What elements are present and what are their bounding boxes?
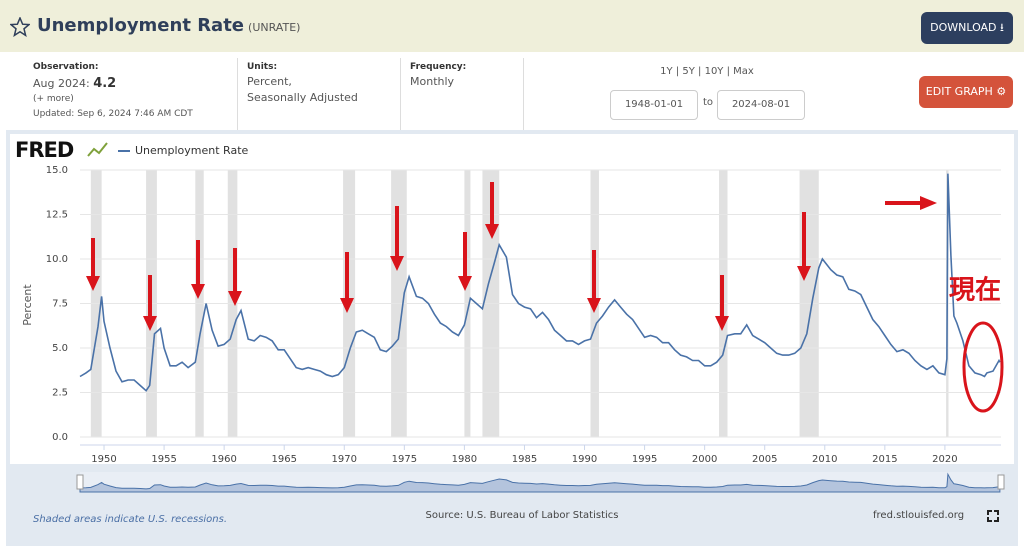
- range-options: 1Y | 5Y | 10Y | Max: [660, 66, 754, 77]
- x-tick-label: 2005: [752, 454, 777, 465]
- x-tick-label: 1995: [632, 454, 657, 465]
- arrow-head: [920, 196, 937, 210]
- y-tick-label: 2.5: [52, 388, 68, 399]
- y-tick-label: 0.0: [52, 432, 68, 443]
- fred-logo: FRED: [15, 138, 74, 162]
- x-tick-label: 1955: [151, 454, 176, 465]
- y-tick-label: 12.5: [46, 210, 68, 221]
- x-tick-label: 1970: [332, 454, 357, 465]
- divider: [523, 58, 524, 130]
- source: Source: U.S. Bureau of Labor Statistics: [426, 510, 619, 521]
- x-tick-label: 2000: [692, 454, 717, 465]
- x-tick-label: 1990: [572, 454, 597, 465]
- y-tick-label: 7.5: [52, 299, 68, 310]
- updated: Updated: Sep 6, 2024 7:46 AM CDT: [33, 109, 193, 119]
- arrows: [86, 182, 1004, 413]
- units-label: Units:: [247, 62, 278, 72]
- star-icon[interactable]: [10, 17, 30, 37]
- observation-date: Aug 2024:: [33, 77, 90, 90]
- arrow-shafts: [91, 182, 806, 318]
- navigator-handle[interactable]: [76, 474, 84, 490]
- units: Percent,: [247, 75, 292, 88]
- observation: Aug 2024: 4.2: [33, 76, 116, 91]
- x-tick-label: 1965: [271, 454, 296, 465]
- y-axis-label: Percent: [21, 284, 34, 326]
- x-tick-label: 1985: [512, 454, 537, 465]
- y-tick-label: 10.0: [46, 254, 68, 265]
- navigator-handle[interactable]: [997, 474, 1005, 490]
- divider: [237, 58, 238, 130]
- x-tick-label: 1950: [91, 454, 116, 465]
- download-label: DOWNLOAD: [930, 21, 997, 34]
- x-tick-label: 1980: [452, 454, 477, 465]
- observation-label: Observation:: [33, 62, 99, 72]
- edit-graph-label: EDIT GRAPH: [925, 85, 993, 98]
- grid-layer: 0.0 2.5 5.0 7.5 10.0 12.5 15.0 1950 1955 1960 1965…: [46, 165, 1001, 465]
- x-tick-label: 2015: [872, 454, 897, 465]
- range-option[interactable]: 1Y: [660, 66, 673, 77]
- range-option[interactable]: Max: [733, 66, 754, 77]
- annotation: 現在: [949, 276, 1001, 306]
- download-button[interactable]: DOWNLOAD ⭳: [921, 12, 1013, 44]
- to-label: to: [703, 97, 714, 108]
- circle-highlight: [962, 321, 1004, 413]
- top-bar: [0, 0, 1024, 52]
- logo-icon: [87, 142, 108, 157]
- start-date-input[interactable]: 1948-01-01: [610, 90, 698, 120]
- plot-background: [10, 134, 1014, 464]
- navigator-layer: [79, 472, 1001, 493]
- frequency-label: Frequency:: [410, 62, 467, 72]
- recession-note: Shaded areas indicate U.S. recessions.: [33, 514, 227, 525]
- navigator-series: [79, 472, 1001, 493]
- x-tick-label: 1960: [211, 454, 236, 465]
- range-option[interactable]: 10Y: [704, 66, 724, 77]
- fullscreen-icon[interactable]: [987, 510, 999, 522]
- main-layer: Unemployment Rate: [79, 144, 1001, 392]
- observation-value: 4.2: [93, 76, 117, 91]
- title: Unemployment Rate (UNRATE): [37, 15, 300, 36]
- frequency: Monthly: [410, 75, 455, 88]
- chart: 0.0 2.5 5.0 7.5 10.0 12.5 15.0 1950 1955 1960 1965…: [6, 130, 1018, 546]
- edit-graph-button[interactable]: EDIT GRAPH ⚙: [919, 76, 1013, 108]
- divider: [400, 58, 401, 130]
- y-tick-label: 5.0: [52, 343, 68, 354]
- title-text: Unemployment Rate: [37, 15, 245, 36]
- more-link[interactable]: (+ more): [33, 94, 74, 104]
- series-line: [79, 173, 1001, 392]
- legend-label: Unemployment Rate: [135, 144, 249, 157]
- x-tick-label: 1975: [392, 454, 417, 465]
- range-option[interactable]: 5Y: [682, 66, 695, 77]
- series-id: (UNRATE): [248, 21, 301, 34]
- site[interactable]: fred.stlouisfed.org: [873, 510, 964, 521]
- x-tick-label: 2020: [932, 454, 957, 465]
- x-tick-label: 2010: [812, 454, 837, 465]
- units: Seasonally Adjusted: [247, 91, 358, 104]
- y-tick-label: 15.0: [46, 165, 68, 176]
- end-date-input[interactable]: 2024-08-01: [717, 90, 805, 120]
